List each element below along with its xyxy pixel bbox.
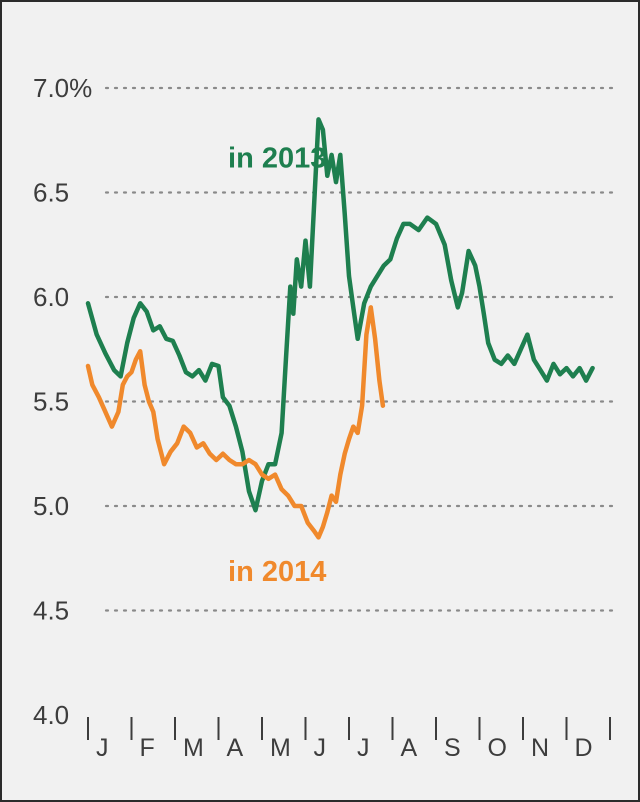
month-label: M — [270, 734, 291, 762]
month-label: A — [227, 734, 244, 762]
month-label: S — [444, 734, 461, 762]
month-label: D — [575, 734, 593, 762]
y-tick-label: 6.5 — [33, 178, 69, 208]
month-label: O — [488, 734, 507, 762]
month-label: M — [183, 734, 204, 762]
y-tick-label: 6.0 — [33, 282, 69, 312]
y-tick-label: 7.0% — [33, 73, 92, 103]
y-tick-label: 4.5 — [33, 596, 69, 626]
y-tick-label: 5.5 — [33, 387, 69, 417]
month-label: F — [140, 734, 155, 762]
month-label: J — [314, 734, 327, 762]
month-label: A — [401, 734, 418, 762]
month-label: N — [531, 734, 549, 762]
gridlines — [104, 86, 614, 612]
series-annotation-1: in 2014 — [228, 556, 326, 588]
y-axis-tick-labels: 7.0% 6.5 6.0 5.5 5.0 4.5 4.0 — [33, 73, 92, 730]
month-label: J — [96, 734, 109, 762]
series-line-0 — [85, 117, 595, 513]
month-label: J — [357, 734, 370, 762]
series-line-1 — [85, 305, 386, 540]
series-lines — [85, 117, 595, 540]
y-tick-label: 5.0 — [33, 491, 69, 521]
y-tick-label: 4.0 — [33, 700, 69, 730]
series-annotation-0: in 2013 — [228, 142, 326, 174]
series-labels: in 2013 in 2014 — [228, 142, 326, 588]
